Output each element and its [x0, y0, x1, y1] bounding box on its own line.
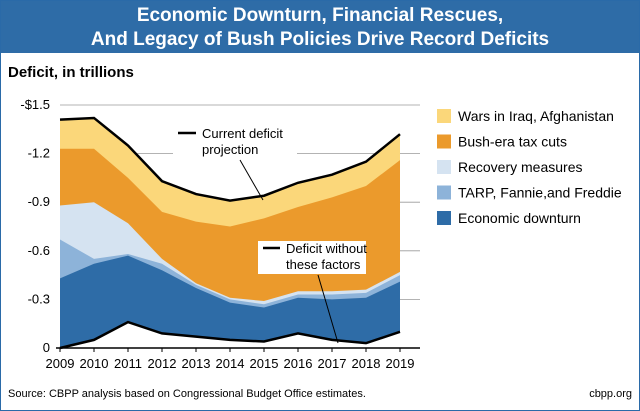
legend-label-downturn: Economic downturn: [458, 210, 581, 226]
x-tick-label: 2010: [80, 356, 109, 371]
source-note: Source: CBPP analysis based on Congressi…: [8, 388, 366, 400]
chart-header: Economic Downturn, Financial Rescues, An…: [1, 1, 639, 53]
deficit-without-line: [59, 320, 401, 350]
legend-label-recovery: Recovery measures: [458, 159, 583, 175]
annotation-without-line1: Deficit without: [286, 241, 367, 256]
y-tick-label: 0: [43, 340, 50, 355]
site-credit: cbpp.org: [589, 388, 632, 400]
y-tick-label: -0.9: [28, 194, 50, 209]
y-tick-label: -1.2: [28, 146, 50, 161]
y-tick-label: -0.3: [28, 291, 50, 306]
chart-title-line1: Economic Downturn, Financial Rescues,: [136, 5, 504, 26]
annotation-without-line2: these factors: [286, 257, 361, 272]
x-tick-label: 2011: [114, 356, 142, 371]
x-tick-label: 2013: [182, 356, 211, 371]
area-downturn: [60, 255, 400, 348]
annotation-leader-without: [317, 274, 339, 344]
annotation-current-line1: Current deficit: [202, 126, 283, 141]
legend-label-tax-cuts: Bush-era tax cuts: [458, 134, 567, 150]
annotation-leader-current: [239, 159, 264, 201]
y-unit-label: Deficit, in trillions: [8, 64, 134, 81]
legend-swatch-tax-cuts: [437, 134, 451, 149]
legend-label-tarp: TARP, Fannie,and Freddie: [458, 185, 622, 201]
x-tick-label: 2012: [148, 356, 177, 371]
x-tick-label: 2017: [318, 356, 347, 371]
legend-swatch-recovery: [437, 160, 451, 174]
legend-swatch-wars: [437, 109, 451, 123]
x-tick-label: 2015: [250, 356, 279, 371]
y-tick-label: -$1.5: [20, 97, 50, 112]
annotation-box-without: [258, 241, 366, 274]
legend-swatch-downturn: [437, 211, 451, 225]
annotation-current-line2: projection: [202, 142, 258, 157]
y-tick-label: -0.6: [28, 243, 50, 258]
annotation-box-current: [173, 126, 297, 159]
x-tick-label: 2009: [46, 356, 75, 371]
x-tick-label: 2014: [216, 356, 245, 371]
x-tick-label: 2019: [386, 356, 415, 371]
x-tick-label: 2018: [352, 356, 381, 371]
current-deficit-line: [59, 116, 401, 202]
legend-label-wars: Wars in Iraq, Afghanistan: [458, 108, 614, 124]
legend-swatch-tarp: [437, 185, 451, 200]
chart-title-line2: And Legacy of Bush Policies Drive Record…: [90, 29, 550, 50]
x-tick-label: 2016: [284, 356, 313, 371]
